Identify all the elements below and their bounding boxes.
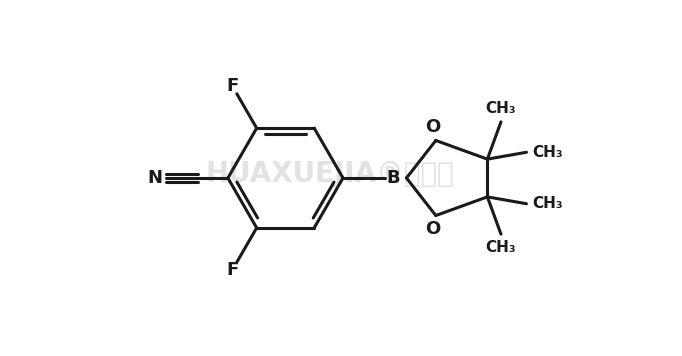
Text: CH₃: CH₃ (533, 145, 563, 160)
Text: HUAXUEJIA®化学加: HUAXUEJIA®化学加 (206, 160, 454, 188)
Text: O: O (425, 117, 441, 136)
Text: B: B (387, 169, 400, 187)
Text: CH₃: CH₃ (533, 196, 563, 211)
Text: F: F (226, 77, 239, 95)
Text: CH₃: CH₃ (486, 101, 516, 116)
Text: O: O (425, 220, 441, 239)
Text: N: N (147, 169, 162, 187)
Text: CH₃: CH₃ (486, 240, 516, 255)
Text: F: F (226, 261, 239, 279)
